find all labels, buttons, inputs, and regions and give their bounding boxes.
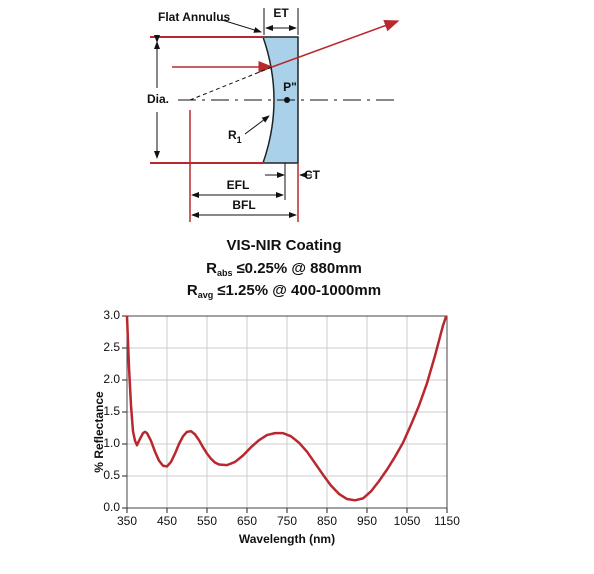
chart-subtitle: Rabs ≤0.25% @ 880mm — [206, 260, 362, 278]
ct-label: CT — [304, 168, 321, 182]
y-tick-label: 2.0 — [103, 372, 120, 386]
x-tick-label: 750 — [277, 514, 297, 528]
x-tick-label: 350 — [117, 514, 137, 528]
chart-title: VIS-NIR Coating — [227, 237, 342, 254]
ray-out — [271, 19, 400, 68]
flat-annulus-label: Flat Annulus — [158, 10, 231, 24]
x-tick-label: 450 — [157, 514, 177, 528]
y-tick-label: 1.5 — [103, 404, 120, 418]
efl-label: EFL — [227, 178, 250, 192]
y-axis-label: % Reflectance — [92, 391, 106, 473]
chart-subtitle: Ravg ≤1.25% @ 400-1000mm — [187, 282, 381, 300]
y-tick-label: 0.0 — [103, 500, 120, 514]
annulus-arrow — [221, 19, 262, 33]
plot-frame — [126, 315, 448, 509]
bfl-label: BFL — [232, 198, 255, 212]
lens-diagram: Flat Annulus ET Dia. P" R1 CT EFL BFL — [146, 6, 400, 222]
r1-label: R1 — [228, 128, 242, 145]
p-label: P" — [283, 80, 297, 94]
plot: 0.0 0.5 1.0 1.5 2.0 2.5 3.0 350 450 550 650 750 850 9… — [92, 308, 460, 546]
et-label: ET — [273, 6, 289, 20]
y-tick-label: 2.5 — [103, 340, 120, 354]
x-tick-label: 550 — [197, 514, 217, 528]
y-tick-label: 3.0 — [103, 308, 120, 322]
virtual-ray — [189, 66, 273, 101]
x-tick-label: 950 — [357, 514, 377, 528]
y-tick-label: 0.5 — [103, 468, 120, 482]
x-tick-label: 650 — [237, 514, 257, 528]
dia-label: Dia. — [147, 92, 169, 106]
y-tick-label: 1.0 — [103, 436, 120, 450]
principal-point — [284, 97, 290, 103]
x-tick-label: 1150 — [434, 514, 460, 528]
reflectance-line — [125, 315, 448, 502]
x-tick-label: 850 — [317, 514, 337, 528]
x-tick-label: 1050 — [394, 514, 421, 528]
r1-arrow — [244, 115, 270, 135]
x-axis-label: Wavelength (nm) — [239, 532, 335, 546]
label-bg — [146, 91, 170, 109]
